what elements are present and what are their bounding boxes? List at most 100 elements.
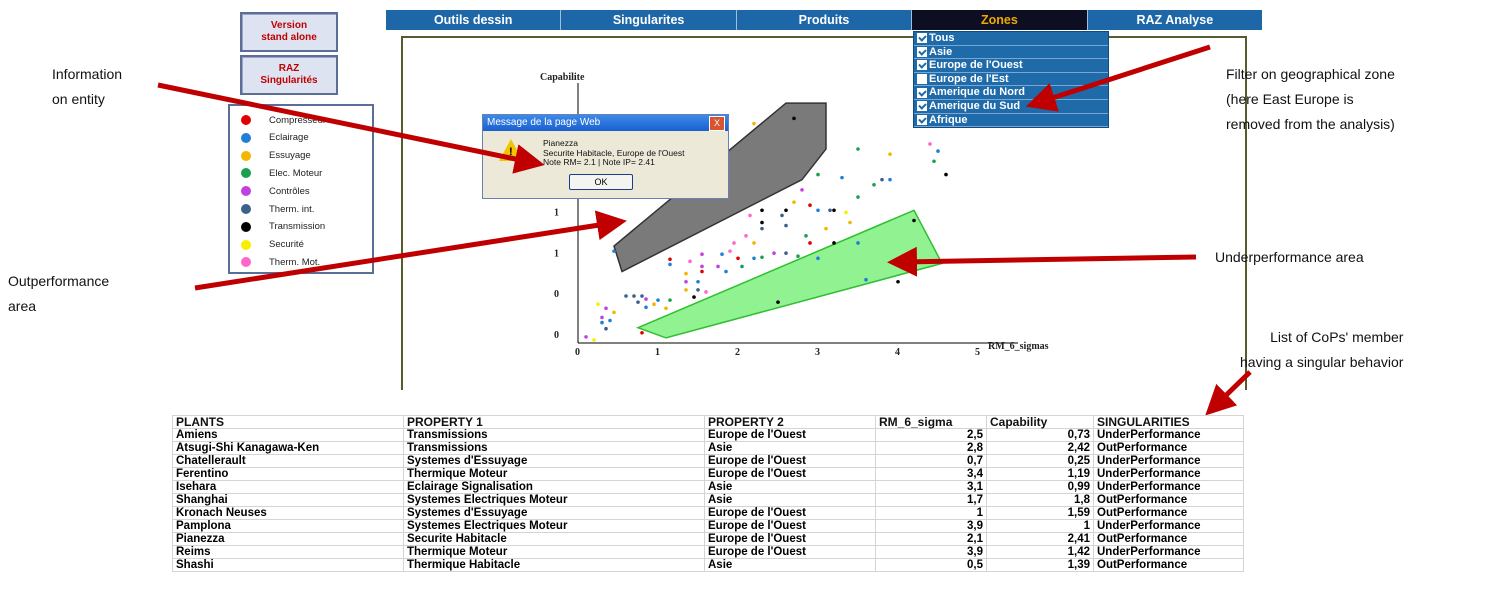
data-point: [856, 241, 860, 245]
zones-dropdown[interactable]: Tous Asie Europe de l'Ouest Europe de l'Est…: [913, 31, 1109, 129]
table-cell: Eclairage Signalisation: [403, 480, 705, 494]
legend-label: Elec. Moteur: [269, 167, 323, 179]
checkbox-checked-icon[interactable]: [917, 114, 927, 125]
legend-dot-icon: [241, 186, 251, 197]
annotation-info: Information on entity: [52, 66, 123, 107]
y-tick-label: 1: [554, 208, 559, 219]
checkbox-checked-icon[interactable]: [917, 46, 927, 57]
table-cell: Systemes d'Essuyage: [403, 506, 705, 520]
zone-option[interactable]: Asie: [914, 46, 1108, 60]
table-cell: UnderPerformance: [1093, 545, 1244, 559]
data-point: [668, 298, 672, 302]
plot-frame: [401, 36, 1247, 390]
table-row: Ferentino Thermique Moteur Europe de l'Oue…: [172, 467, 1244, 481]
outperformance-arrow: [194, 210, 627, 291]
table-header-row: PLANTS PROPERTY 1 PROPERTY 2 RM_6_sigma Capa…: [172, 415, 1244, 429]
table-cell: 1,42: [986, 545, 1094, 559]
table-row: Shashi Thermique Habitacle Asie 0,5 1,39 OutP…: [172, 558, 1244, 572]
data-point: [596, 302, 600, 307]
table-cell: 3,4: [875, 467, 987, 481]
data-point: [760, 208, 764, 213]
data-point: [784, 208, 788, 213]
table-cell: 0,7: [875, 454, 987, 468]
table-cell: 1,7: [875, 493, 987, 507]
y-tick-label: 0: [554, 289, 559, 300]
dialog-title-bar: Message de la page Web X: [483, 115, 728, 131]
version-standalone-button[interactable]: Version stand alone: [240, 12, 338, 52]
data-point: [696, 279, 700, 284]
data-point: [840, 175, 844, 180]
data-point: [784, 223, 788, 228]
table-cell: Systemes d'Essuyage: [403, 454, 705, 468]
x-tick-label: 4: [895, 347, 900, 358]
y-tick-label: 1: [554, 248, 559, 259]
data-point: [752, 241, 756, 245]
menu-singularites[interactable]: Singularites: [561, 10, 737, 30]
zone-option[interactable]: Amerique du Nord: [914, 86, 1108, 100]
checkbox-checked-icon[interactable]: [917, 33, 927, 44]
table-cell: 3,9: [875, 519, 987, 533]
raz-singularites-button[interactable]: RAZ Singularités: [240, 55, 338, 95]
checkbox-checked-icon[interactable]: [917, 101, 927, 112]
checkbox-checked-icon[interactable]: [917, 87, 927, 98]
data-point: [808, 241, 812, 245]
data-point: [856, 195, 860, 199]
data-point: [632, 294, 636, 298]
dialog-line-1: Pianezza: [543, 138, 578, 148]
zone-label: Amerique du Nord: [929, 86, 1025, 99]
table-cell: 0,99: [986, 480, 1094, 494]
zone-option[interactable]: Europe de l'Ouest: [914, 59, 1108, 73]
table-cell: Systemes Electriques Moteur: [403, 493, 705, 507]
data-point: [824, 226, 828, 231]
data-point: [724, 269, 728, 274]
table-cell: Asie: [704, 558, 876, 572]
dialog-line-2: Securite Habitacle, Europe de l'Ouest: [543, 147, 685, 158]
zone-label: Asie: [929, 45, 953, 58]
x-tick-label: 3: [815, 347, 820, 358]
table-cell: Transmissions: [403, 441, 705, 455]
menu-outils-dessin[interactable]: Outils dessin: [386, 10, 562, 30]
data-point: [760, 226, 764, 231]
close-icon[interactable]: X: [709, 116, 725, 131]
y-tick-label: 0: [554, 330, 559, 341]
table-cell: 1,59: [986, 506, 1094, 520]
data-point: [624, 294, 628, 298]
checkbox-unchecked-icon[interactable]: [917, 74, 927, 85]
table-cell: 2,8: [875, 441, 987, 455]
checkbox-checked-icon[interactable]: [917, 60, 927, 71]
data-point: [700, 252, 704, 256]
data-point: [856, 147, 860, 151]
ok-button[interactable]: OK: [569, 174, 633, 190]
legend-item: Securité: [230, 236, 304, 254]
table-cell: Europe de l'Ouest: [704, 519, 876, 533]
menu-zones[interactable]: Zones: [912, 10, 1088, 30]
data-point: [752, 121, 756, 126]
data-point: [704, 290, 708, 294]
data-point: [644, 305, 648, 310]
table-cell: UnderPerformance: [1093, 454, 1244, 468]
menu-produits[interactable]: Produits: [737, 10, 913, 30]
table-cell: 1,19: [986, 467, 1094, 481]
legend-item: Essuyage: [230, 147, 311, 165]
dialog-title: Message de la page Web: [487, 117, 601, 128]
legend: Compresseur Eclairage Essuyage Elec. Moteur…: [228, 104, 374, 274]
zone-option[interactable]: Tous: [914, 32, 1108, 46]
zone-option[interactable]: Europe de l'Est: [914, 73, 1108, 87]
menu-raz-analyse[interactable]: RAZ Analyse: [1136, 13, 1214, 27]
data-point: [792, 116, 796, 121]
data-point: [872, 182, 876, 187]
data-point: [776, 300, 780, 304]
zone-option[interactable]: Afrique: [914, 114, 1108, 128]
zone-option[interactable]: Amerique du Sud: [914, 100, 1108, 114]
data-point: [684, 288, 688, 292]
data-point: [608, 318, 612, 323]
table-header-cell: PROPERTY 2: [704, 415, 876, 429]
data-point: [848, 220, 852, 225]
x-tick-label: 0: [575, 347, 580, 358]
data-point: [896, 279, 900, 284]
table-cell: 0,73: [986, 428, 1094, 442]
table-row: Chatellerault Systemes d'Essuyage Europe d…: [172, 454, 1244, 468]
list-arrow: [1205, 370, 1252, 416]
annotation-outperformance: Outperformance area: [8, 273, 110, 314]
